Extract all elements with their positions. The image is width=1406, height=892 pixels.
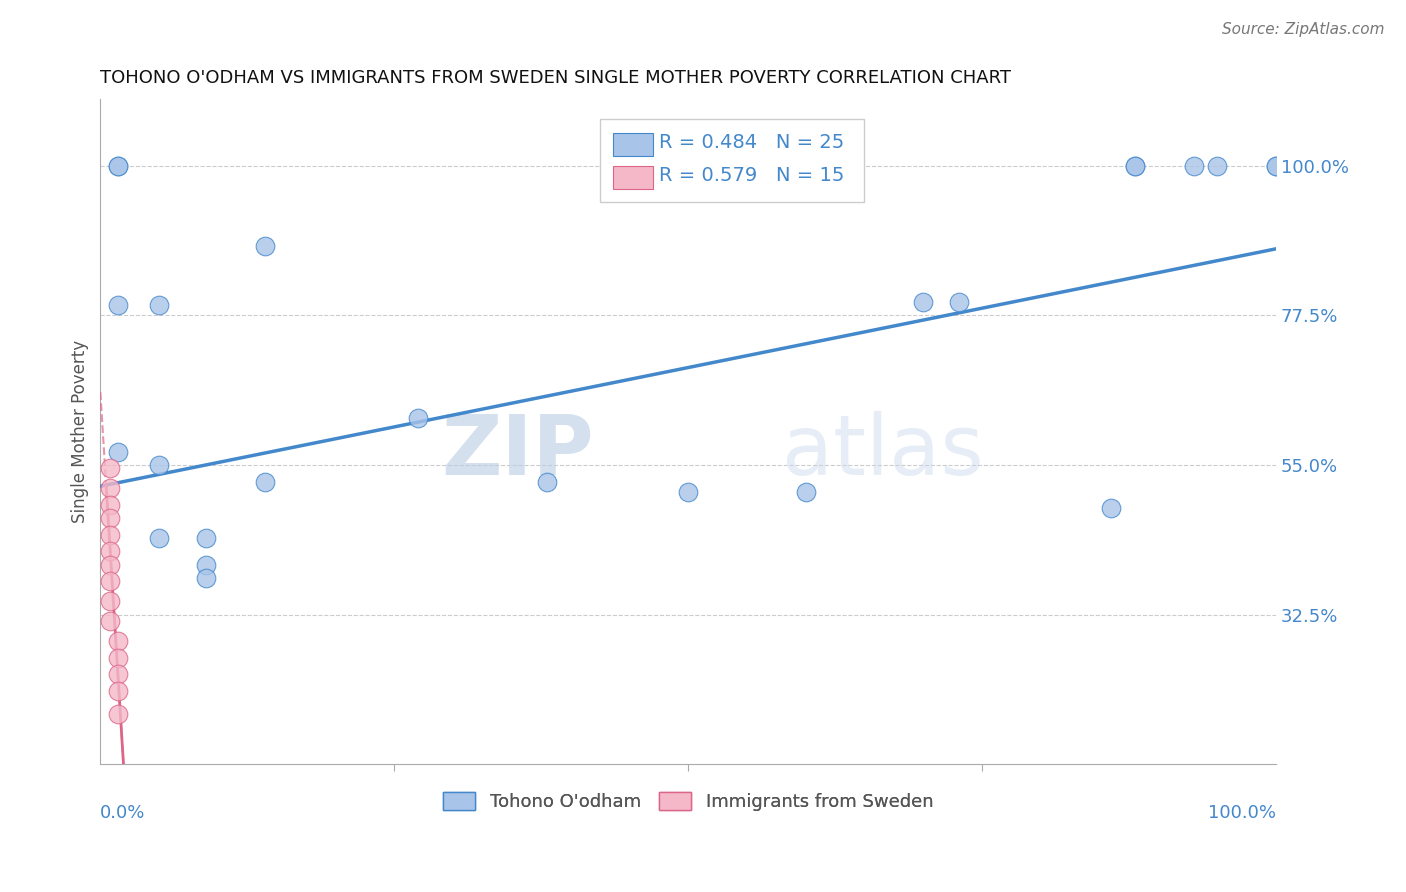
Point — [107, 667, 129, 681]
Text: atlas: atlas — [782, 411, 984, 492]
Point — [406, 411, 429, 425]
Point — [1099, 501, 1122, 516]
Point — [107, 634, 129, 648]
Point — [1206, 159, 1229, 173]
Point — [948, 295, 970, 310]
Point — [107, 684, 129, 698]
Text: 100.0%: 100.0% — [1208, 805, 1277, 822]
Point — [1265, 159, 1288, 173]
Point — [253, 475, 276, 489]
Text: TOHONO O'ODHAM VS IMMIGRANTS FROM SWEDEN SINGLE MOTHER POVERTY CORRELATION CHART: TOHONO O'ODHAM VS IMMIGRANTS FROM SWEDEN… — [100, 69, 1011, 87]
Point — [98, 528, 121, 542]
Point — [98, 558, 121, 572]
Text: Source: ZipAtlas.com: Source: ZipAtlas.com — [1222, 22, 1385, 37]
Point — [98, 594, 121, 608]
Point — [107, 707, 129, 722]
Point — [107, 444, 129, 458]
Point — [794, 484, 817, 499]
Point — [148, 298, 170, 312]
Point — [912, 295, 935, 310]
Point — [676, 484, 699, 499]
Point — [98, 511, 121, 525]
Text: R = 0.484   N = 25: R = 0.484 N = 25 — [659, 133, 844, 152]
Point — [148, 531, 170, 545]
Point — [195, 571, 218, 585]
Point — [148, 458, 170, 472]
Point — [98, 574, 121, 589]
Point — [98, 461, 121, 475]
Point — [1123, 159, 1146, 173]
FancyBboxPatch shape — [613, 133, 652, 156]
Point — [195, 558, 218, 572]
Legend: Tohono O'odham, Immigrants from Sweden: Tohono O'odham, Immigrants from Sweden — [436, 785, 941, 819]
Point — [253, 238, 276, 252]
Point — [98, 481, 121, 495]
Point — [98, 614, 121, 628]
Point — [98, 498, 121, 512]
Y-axis label: Single Mother Poverty: Single Mother Poverty — [72, 340, 89, 524]
Point — [195, 531, 218, 545]
Point — [107, 298, 129, 312]
Point — [107, 159, 129, 173]
FancyBboxPatch shape — [600, 120, 865, 202]
Point — [1123, 159, 1146, 173]
Point — [98, 544, 121, 558]
Point — [107, 159, 129, 173]
Point — [107, 651, 129, 665]
Text: ZIP: ZIP — [441, 411, 595, 492]
Text: R = 0.579   N = 15: R = 0.579 N = 15 — [659, 166, 844, 186]
Point — [536, 475, 558, 489]
Point — [1182, 159, 1205, 173]
Point — [1265, 159, 1288, 173]
Text: 0.0%: 0.0% — [100, 805, 146, 822]
FancyBboxPatch shape — [613, 167, 652, 189]
